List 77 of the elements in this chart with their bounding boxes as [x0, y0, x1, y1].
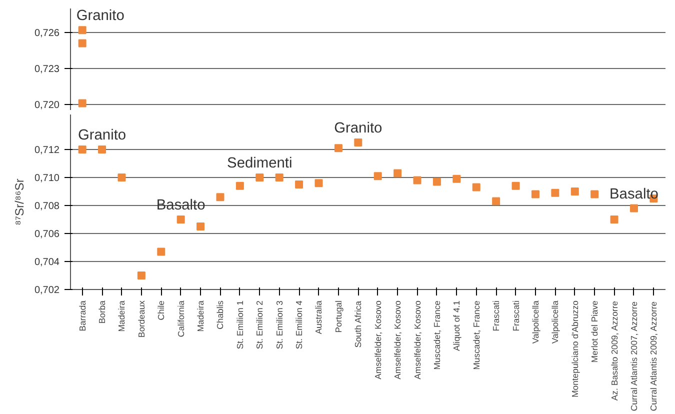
x-tick-label: Chablis: [215, 300, 226, 330]
point: [78, 99, 86, 108]
point: [610, 216, 618, 224]
x-tick-label: South Africa: [353, 300, 364, 348]
x-tick-label: Portugal: [333, 300, 344, 333]
point: [78, 39, 86, 48]
point: [413, 176, 422, 184]
point: [98, 146, 106, 154]
x-tick-label: Australia: [314, 300, 324, 334]
point: [492, 197, 500, 206]
x-tick-label: Merlot del Piave: [590, 300, 600, 363]
y-tick-label: 0,704: [34, 257, 60, 268]
point: [512, 182, 520, 190]
point: [354, 138, 362, 146]
point: [551, 188, 560, 197]
x-tick-label: St. Emilion 1: [234, 300, 245, 350]
y-tick-label: 0,726: [34, 28, 60, 39]
x-tick-label: Barrada: [77, 300, 88, 332]
point: [118, 174, 126, 182]
x-tick-label: Valpolicella: [530, 300, 540, 344]
y-tick-label: 0,708: [34, 201, 60, 212]
point: [452, 174, 461, 183]
annotation: Granito: [78, 128, 126, 144]
annotation: Basalto: [610, 186, 658, 202]
x-tick-label: Amselfelder, Kosovo: [392, 300, 403, 380]
x-tick-label: Chile: [156, 300, 166, 320]
x-tick-label: St. Emilion 4: [294, 300, 304, 350]
x-tick-label: St. Emilion 2: [254, 300, 265, 350]
y-tick-label: 0,710: [34, 173, 60, 184]
x-tick-label: Madeira: [196, 300, 206, 332]
x-tick-label: California: [176, 300, 186, 338]
x-tick-label: St. Emilion 3: [274, 300, 284, 350]
point: [157, 248, 166, 256]
point: [176, 216, 185, 224]
y-tick-label: 0,706: [34, 229, 60, 240]
x-tick-label: Muscadet, France: [432, 300, 442, 370]
x-tick-label: Bordeaux: [136, 300, 146, 338]
point: [374, 172, 382, 180]
point: [275, 174, 284, 182]
y-tick-label: 0,702: [34, 285, 60, 296]
point: [314, 179, 323, 188]
point: [334, 144, 342, 152]
point: [216, 193, 224, 202]
point: [531, 190, 540, 198]
point: [236, 182, 244, 190]
point: [196, 222, 205, 230]
point: [137, 272, 146, 280]
x-tick-label: Montepulciano d'Abruzzo: [570, 300, 580, 398]
y-axis-title: ⁸⁷Sr/⁸⁶Sr: [12, 178, 26, 226]
annotation: Granito: [334, 120, 382, 136]
point: [256, 174, 264, 182]
point: [570, 188, 579, 196]
point: [78, 146, 86, 154]
x-tick-label: Curral Atlantis 2007, Azzorre: [628, 301, 639, 412]
point: [394, 169, 402, 178]
x-tick-label: Frascati: [510, 300, 521, 332]
x-tick-label: Muscadet, France: [471, 300, 482, 370]
y-tick-label: 0,723: [34, 64, 60, 75]
point: [630, 204, 638, 212]
x-tick-label: Borba: [97, 300, 108, 324]
x-tick-label: Madeira: [116, 300, 127, 332]
x-tick-label: Frascati: [491, 300, 502, 332]
x-tick-label: Valpolicella: [550, 300, 560, 344]
annotation: Sedimenti: [227, 156, 292, 172]
annotation: Granito: [76, 8, 124, 24]
point: [295, 180, 304, 188]
x-tick-label: Curral Atlantis 2009, Azzorre: [648, 301, 659, 412]
point: [78, 26, 86, 34]
point: [590, 190, 599, 198]
x-tick-label: Amselfelder, Kosovo: [372, 300, 383, 380]
y-tick-label: 0,720: [34, 100, 60, 111]
x-tick-label: Amselfelder, Kosovo: [412, 300, 422, 380]
point: [432, 178, 441, 186]
y-tick-label: 0,712: [34, 145, 60, 156]
x-tick-label: Aliquot of 4.1: [452, 300, 462, 352]
point: [472, 183, 480, 192]
x-tick-label: Az. Basalto 2009, Azzorre: [609, 300, 620, 401]
